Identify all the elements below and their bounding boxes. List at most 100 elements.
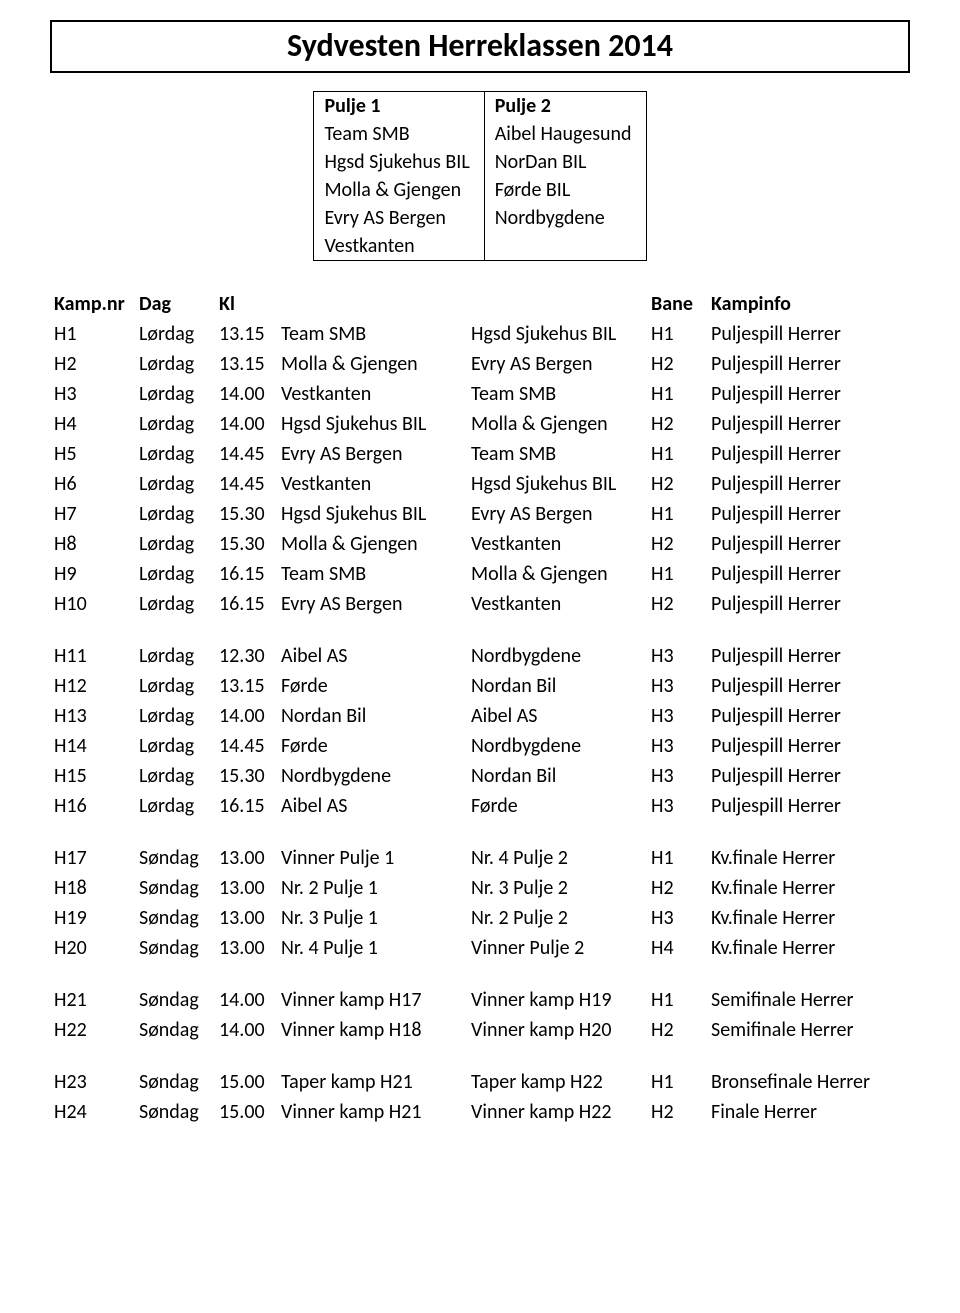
- schedule-cell-kl: 14.00: [215, 701, 277, 731]
- schedule-cell-kl: 14.00: [215, 409, 277, 439]
- page-title: Sydvesten Herreklassen 2014: [50, 20, 910, 73]
- schedule-cell-info: Puljespill Herrer: [707, 409, 910, 439]
- schedule-cell-info: Puljespill Herrer: [707, 529, 910, 559]
- schedule-cell-t2: Vinner Pulje 2: [467, 933, 647, 963]
- schedule-cell-kl: 14.00: [215, 985, 277, 1015]
- header-dag: Dag: [135, 289, 215, 319]
- schedule-cell-kl: 14.00: [215, 1015, 277, 1045]
- schedule-cell-t2: Nr. 2 Pulje 2: [467, 903, 647, 933]
- schedule-row: H20Søndag13.00Nr. 4 Pulje 1Vinner Pulje …: [50, 933, 910, 963]
- schedule-cell-info: Finale Herrer: [707, 1097, 910, 1127]
- schedule-cell-t2: Nordbygdene: [467, 641, 647, 671]
- group-gap: [50, 821, 910, 843]
- pulje-cell: Førde BIL: [484, 176, 646, 204]
- schedule-cell-bane: H1: [647, 499, 707, 529]
- schedule-cell-nr: H18: [50, 873, 135, 903]
- schedule-cell-bane: H2: [647, 589, 707, 619]
- pulje-cell: Molla & Gjengen: [314, 176, 484, 204]
- schedule-cell-dag: Lørdag: [135, 469, 215, 499]
- schedule-cell-t1: Vestkanten: [277, 379, 467, 409]
- pulje-cell: Nordbygdene: [484, 204, 646, 232]
- schedule-cell-nr: H10: [50, 589, 135, 619]
- schedule-cell-t1: Evry AS Bergen: [277, 589, 467, 619]
- schedule-cell-kl: 16.15: [215, 589, 277, 619]
- schedule-row: H12Lørdag13.15FørdeNordan BilH3Puljespil…: [50, 671, 910, 701]
- header-kl: Kl: [215, 289, 277, 319]
- schedule-cell-t2: Molla & Gjengen: [467, 409, 647, 439]
- schedule-cell-info: Semifinale Herrer: [707, 1015, 910, 1045]
- schedule-cell-nr: H8: [50, 529, 135, 559]
- schedule-cell-kl: 15.30: [215, 529, 277, 559]
- schedule-cell-bane: H2: [647, 409, 707, 439]
- schedule-cell-nr: H13: [50, 701, 135, 731]
- schedule-row: H8Lørdag15.30Molla & GjengenVestkantenH2…: [50, 529, 910, 559]
- group-gap: [50, 1045, 910, 1067]
- schedule-row: H21Søndag14.00Vinner kamp H17Vinner kamp…: [50, 985, 910, 1015]
- schedule-cell-t1: Nr. 2 Pulje 1: [277, 873, 467, 903]
- schedule-body: H1Lørdag13.15Team SMBHgsd Sjukehus BILH1…: [50, 319, 910, 1127]
- schedule-row: H24Søndag15.00Vinner kamp H21Vinner kamp…: [50, 1097, 910, 1127]
- schedule-cell-t2: Taper kamp H22: [467, 1067, 647, 1097]
- schedule-cell-t2: Team SMB: [467, 379, 647, 409]
- schedule-cell-dag: Lørdag: [135, 641, 215, 671]
- schedule-cell-kl: 15.30: [215, 761, 277, 791]
- schedule-cell-bane: H1: [647, 843, 707, 873]
- schedule-cell-kl: 13.15: [215, 319, 277, 349]
- schedule-row: H19Søndag13.00Nr. 3 Pulje 1Nr. 2 Pulje 2…: [50, 903, 910, 933]
- schedule-cell-kl: 15.00: [215, 1067, 277, 1097]
- schedule-cell-nr: H11: [50, 641, 135, 671]
- pulje-table: Pulje 1 Pulje 2 Team SMB Aibel Haugesund…: [313, 91, 646, 261]
- schedule-row: H5Lørdag14.45Evry AS BergenTeam SMBH1Pul…: [50, 439, 910, 469]
- schedule-cell-info: Puljespill Herrer: [707, 379, 910, 409]
- header-team2: [467, 289, 647, 319]
- schedule-cell-info: Kv.finale Herrer: [707, 843, 910, 873]
- schedule-cell-dag: Lørdag: [135, 761, 215, 791]
- schedule-row: H2Lørdag13.15Molla & GjengenEvry AS Berg…: [50, 349, 910, 379]
- schedule-cell-bane: H2: [647, 1015, 707, 1045]
- schedule-cell-bane: H3: [647, 641, 707, 671]
- schedule-cell-kl: 13.15: [215, 349, 277, 379]
- schedule-cell-t1: Vinner kamp H21: [277, 1097, 467, 1127]
- schedule-cell-dag: Lørdag: [135, 379, 215, 409]
- schedule-cell-t2: Vestkanten: [467, 589, 647, 619]
- schedule-cell-t1: Nr. 3 Pulje 1: [277, 903, 467, 933]
- header-kampnr: Kamp.nr: [50, 289, 135, 319]
- schedule-cell-t2: Molla & Gjengen: [467, 559, 647, 589]
- schedule-row: H16Lørdag16.15Aibel ASFørdeH3Puljespill …: [50, 791, 910, 821]
- schedule-cell-kl: 14.45: [215, 439, 277, 469]
- schedule-cell-nr: H19: [50, 903, 135, 933]
- schedule-cell-dag: Søndag: [135, 903, 215, 933]
- schedule-cell-bane: H3: [647, 671, 707, 701]
- schedule-cell-bane: H2: [647, 529, 707, 559]
- schedule-cell-bane: H1: [647, 319, 707, 349]
- schedule-cell-dag: Lørdag: [135, 499, 215, 529]
- schedule-cell-t1: Aibel AS: [277, 791, 467, 821]
- schedule-cell-kl: 13.00: [215, 903, 277, 933]
- schedule-cell-bane: H3: [647, 731, 707, 761]
- schedule-cell-bane: H1: [647, 1067, 707, 1097]
- schedule-row: H17Søndag13.00Vinner Pulje 1Nr. 4 Pulje …: [50, 843, 910, 873]
- schedule-cell-t2: Nordan Bil: [467, 761, 647, 791]
- schedule-cell-nr: H16: [50, 791, 135, 821]
- schedule-cell-info: Puljespill Herrer: [707, 761, 910, 791]
- pulje-cell: Evry AS Bergen: [314, 204, 484, 232]
- schedule-row: H13Lørdag14.00Nordan BilAibel ASH3Puljes…: [50, 701, 910, 731]
- schedule-cell-t2: Nr. 3 Pulje 2: [467, 873, 647, 903]
- schedule-cell-info: Puljespill Herrer: [707, 589, 910, 619]
- schedule-cell-kl: 12.30: [215, 641, 277, 671]
- schedule-cell-nr: H24: [50, 1097, 135, 1127]
- schedule-cell-t1: Team SMB: [277, 559, 467, 589]
- schedule-cell-info: Puljespill Herrer: [707, 671, 910, 701]
- schedule-cell-nr: H15: [50, 761, 135, 791]
- schedule-cell-info: Bronsefinale Herrer: [707, 1067, 910, 1097]
- schedule-cell-kl: 14.45: [215, 469, 277, 499]
- schedule-cell-info: Kv.finale Herrer: [707, 903, 910, 933]
- schedule-header-row: Kamp.nr Dag Kl Bane Kampinfo: [50, 289, 910, 319]
- pulje-cell: Hgsd Sjukehus BIL: [314, 148, 484, 176]
- schedule-cell-bane: H3: [647, 903, 707, 933]
- schedule-cell-nr: H20: [50, 933, 135, 963]
- schedule-cell-nr: H6: [50, 469, 135, 499]
- schedule-cell-kl: 15.30: [215, 499, 277, 529]
- schedule-row: H9Lørdag16.15Team SMBMolla & GjengenH1Pu…: [50, 559, 910, 589]
- schedule-cell-t1: Vinner Pulje 1: [277, 843, 467, 873]
